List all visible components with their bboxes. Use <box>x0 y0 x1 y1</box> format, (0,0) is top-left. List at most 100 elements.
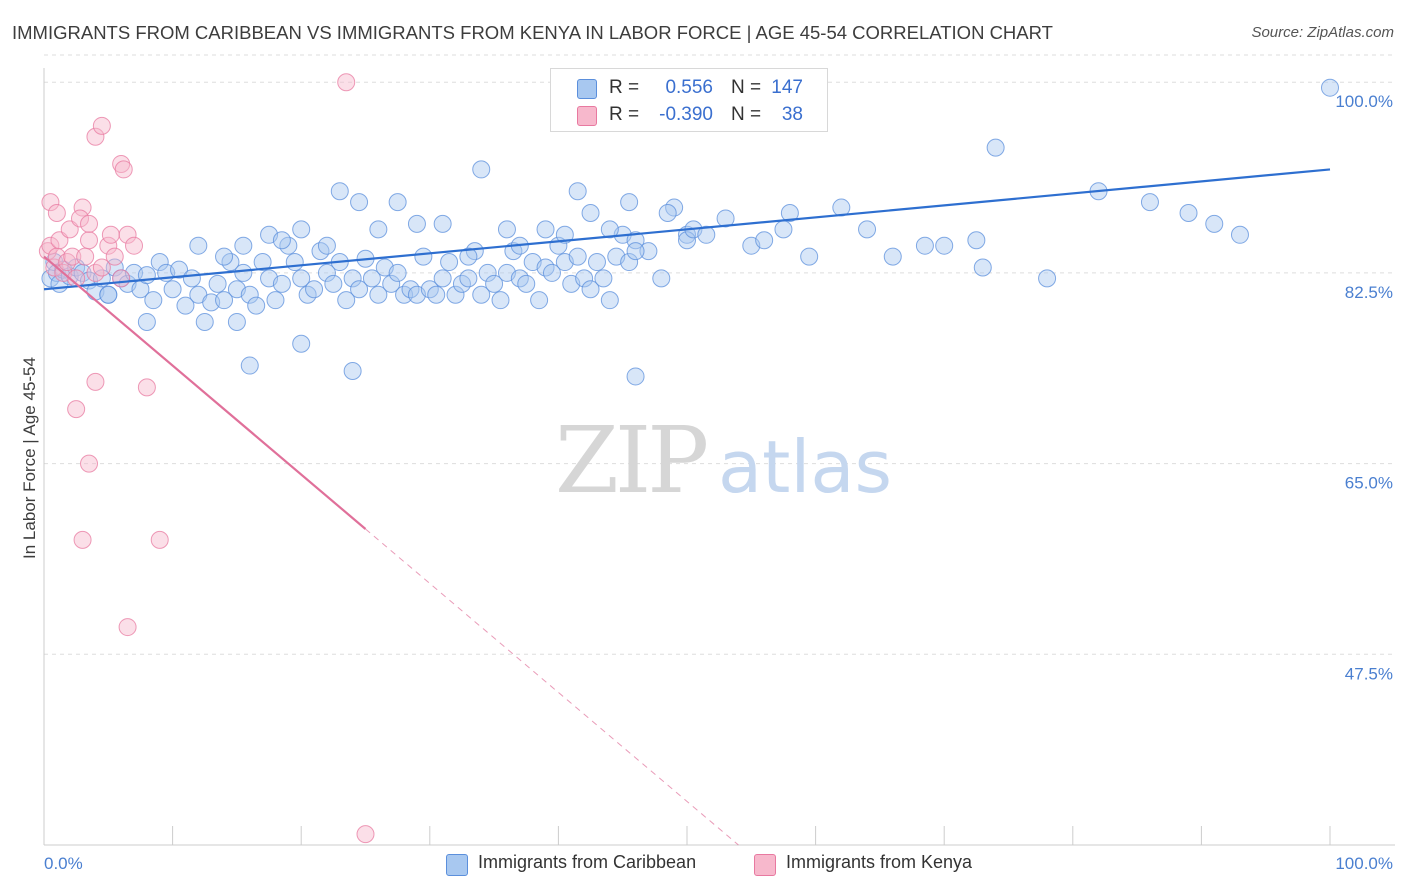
caribbean-point <box>626 231 645 250</box>
caribbean-trend-line <box>43 168 1331 291</box>
caribbean-point <box>774 220 793 239</box>
chart-title: IMMIGRANTS FROM CARIBBEAN VS IMMIGRANTS … <box>12 22 1053 43</box>
kenya-point <box>125 236 144 255</box>
caribbean-point <box>459 269 478 288</box>
kenya-point <box>80 454 99 473</box>
caribbean-point <box>369 220 388 239</box>
kenya-point <box>150 530 169 549</box>
caribbean-point <box>305 280 324 299</box>
caribbean-point <box>105 258 124 277</box>
caribbean-point <box>330 182 349 201</box>
kenya-point <box>67 400 86 419</box>
caribbean-point <box>433 269 452 288</box>
caribbean-point <box>626 367 645 386</box>
caribbean-point <box>99 285 118 304</box>
caribbean-point <box>459 247 478 266</box>
caribbean-point <box>388 263 407 282</box>
caribbean-point <box>594 269 613 288</box>
bottom-legend-label-caribbean: Immigrants from Caribbean <box>478 852 697 872</box>
caribbean-point <box>620 253 639 272</box>
caribbean-point <box>324 274 343 293</box>
caribbean-point <box>1140 193 1159 212</box>
caribbean-point <box>478 263 497 282</box>
caribbean-point <box>568 182 587 201</box>
kenya-point <box>73 530 92 549</box>
caribbean-point <box>182 269 201 288</box>
caribbean-point <box>697 225 716 244</box>
y-tick-label: 100.0% <box>1335 92 1393 111</box>
kenya-point <box>105 247 124 266</box>
caribbean-point <box>446 285 465 304</box>
caribbean-point <box>266 291 285 310</box>
caribbean-point <box>780 204 799 222</box>
caribbean-point <box>973 258 992 277</box>
caribbean-point <box>227 312 246 331</box>
caribbean-point <box>1205 214 1224 233</box>
caribbean-point <box>215 247 234 266</box>
caribbean-point <box>234 263 253 282</box>
legend-n-value: 147 <box>771 77 803 98</box>
kenya-point <box>337 73 356 92</box>
bottom-legend-label-kenya: Immigrants from Kenya <box>786 852 973 872</box>
correlation-legend: R = 0.556 N = 147 R = -0.390 N = 38 <box>550 68 828 132</box>
caribbean-point <box>858 220 877 239</box>
caribbean-point <box>285 253 304 272</box>
kenya-point <box>137 378 156 397</box>
caribbean-point <box>137 312 156 331</box>
y-tick-label: 82.5% <box>1345 283 1393 302</box>
caribbean-point <box>485 274 504 293</box>
caribbean-point <box>163 280 182 299</box>
caribbean-point <box>253 253 272 272</box>
legend-r-value: -0.390 <box>659 104 713 125</box>
caribbean-point <box>343 269 362 288</box>
legend-swatch-caribbean <box>577 79 597 99</box>
caribbean-point <box>176 296 195 315</box>
caribbean-point <box>620 193 639 212</box>
caribbean-point <box>639 242 658 261</box>
caribbean-point <box>472 285 491 304</box>
x-tick-label-min: 0.0% <box>44 854 83 873</box>
kenya-point <box>71 209 90 228</box>
kenya-point <box>47 204 66 222</box>
kenya-point <box>41 236 60 255</box>
caribbean-point <box>427 285 446 304</box>
kenya-point <box>76 247 95 266</box>
caribbean-point <box>658 204 677 222</box>
caribbean-point <box>240 356 259 375</box>
kenya-point <box>73 198 92 217</box>
kenya-point <box>118 618 137 637</box>
caribbean-point <box>215 291 234 310</box>
caribbean-point <box>317 236 336 255</box>
caribbean-point <box>1038 269 1057 288</box>
caribbean-point <box>170 260 189 279</box>
caribbean-point <box>472 160 491 179</box>
caribbean-point <box>652 269 671 288</box>
caribbean-point <box>626 242 645 261</box>
legend-r-label: R = <box>609 77 640 98</box>
caribbean-point <box>935 236 954 255</box>
caribbean-point <box>600 291 619 310</box>
y-tick-label: 65.0% <box>1345 474 1393 493</box>
caribbean-point <box>568 247 587 266</box>
caribbean-point <box>716 209 735 228</box>
caribbean-point <box>915 236 934 255</box>
caribbean-point <box>382 274 401 293</box>
caribbean-point <box>317 263 336 282</box>
caribbean-point <box>440 253 459 272</box>
caribbean-point <box>195 312 214 331</box>
watermark-zip: ZIP <box>555 407 706 514</box>
caribbean-point <box>587 253 606 272</box>
kenya-trend-line-extension <box>365 528 739 846</box>
kenya-point <box>118 225 137 244</box>
kenya-point <box>63 247 82 266</box>
caribbean-point <box>362 269 381 288</box>
kenya-point <box>80 214 99 233</box>
kenya-point <box>80 231 99 250</box>
caribbean-point <box>575 269 594 288</box>
legend-r-label: R = <box>609 104 640 125</box>
kenya-point <box>112 269 131 288</box>
caribbean-point <box>208 274 227 293</box>
caribbean-point <box>491 291 510 310</box>
caribbean-point <box>350 280 369 299</box>
